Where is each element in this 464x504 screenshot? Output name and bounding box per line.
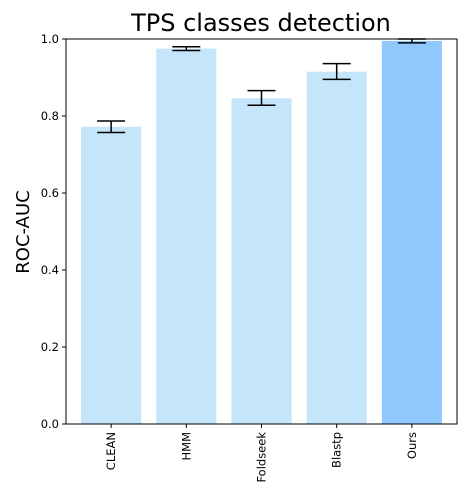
y-tick-label: 0.2 <box>41 340 59 354</box>
y-tick-label: 0.0 <box>41 417 59 431</box>
x-tick-label-hmm: HMM <box>179 432 193 461</box>
x-tick-label-blastp: Blastp <box>330 432 344 468</box>
bars-group <box>81 40 442 425</box>
chart-title: TPS classes detection <box>130 9 391 37</box>
x-tick-label-clean: CLEAN <box>104 432 118 470</box>
y-tick-label: 0.6 <box>41 186 59 200</box>
plot-frame <box>65 38 458 425</box>
y-axis-ticks: 0.0 0.2 0.4 0.6 0.8 1.0 <box>41 32 66 431</box>
bar-hmm <box>156 48 217 424</box>
x-tick-label-ours: Ours <box>405 432 419 459</box>
y-tick-label: 1.0 <box>41 32 59 46</box>
y-tick-label: 0.8 <box>41 109 59 123</box>
x-tick-label-foldseek: Foldseek <box>255 432 269 483</box>
bar-foldseek <box>231 98 292 424</box>
bar-blastp <box>306 71 367 424</box>
x-axis-ticks: CLEAN HMM Foldseek Blastp Ours <box>104 424 419 483</box>
y-tick-label: 0.4 <box>41 263 59 277</box>
bar-clean <box>81 126 142 424</box>
bar-ours <box>381 40 442 425</box>
y-axis-label: ROC-AUC <box>13 190 34 273</box>
